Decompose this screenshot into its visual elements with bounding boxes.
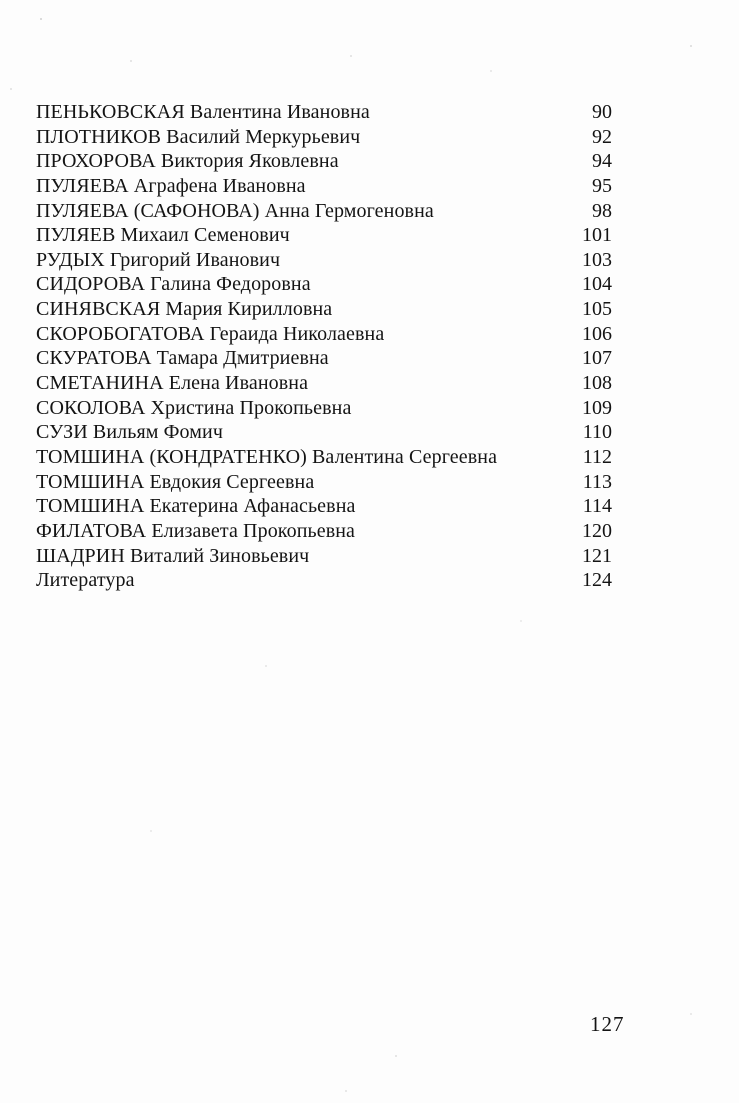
toc-entry: СУЗИ Вильям Фомич 110 (36, 421, 612, 446)
toc-entry: ПУЛЯЕВА Аграфена Ивановна 95 (36, 175, 612, 200)
toc-list: ПЕНЬКОВСКАЯ Валентина Ивановна 90 ПЛОТНИ… (36, 101, 612, 594)
toc-entry-name: ПУЛЯЕВ Михаил Семенович (36, 224, 290, 247)
toc-entry: СКУРАТОВА Тамара Дмитриевна 107 (36, 347, 612, 372)
toc-entry: ШАДРИН Виталий Зиновьевич 121 (36, 545, 612, 570)
toc-entry-name: ТОМШИНА Евдокия Сергеевна (36, 470, 315, 493)
toc-entry: ПУЛЯЕВА (САФОНОВА) Анна Гермогеновна 98 (36, 200, 612, 225)
toc-entry: Литература 124 (36, 569, 612, 594)
toc-entry: СИДОРОВА Галина Федоровна 104 (36, 273, 612, 298)
toc-entry-page: 108 (582, 372, 612, 395)
toc-entry-name: ПЕНЬКОВСКАЯ Валентина Ивановна (36, 101, 370, 123)
toc-entry: СИНЯВСКАЯ Мария Кирилловна 105 (36, 298, 612, 323)
toc-entry-page: 95 (592, 174, 612, 197)
toc-entry-page: 110 (582, 421, 612, 444)
toc-entry-name: СУЗИ Вильям Фомич (36, 421, 223, 444)
toc-entry-name: СИНЯВСКАЯ Мария Кирилловна (36, 298, 333, 321)
toc-entry: ТОМШИНА Екатерина Афанасьевна 114 (36, 495, 612, 520)
scan-noise (0, 0, 2, 2)
toc-entry-page: 105 (582, 298, 612, 321)
toc-entry: ПУЛЯЕВ Михаил Семенович 101 (36, 224, 612, 249)
toc-entry-page: 109 (582, 396, 612, 419)
toc-entry-page: 98 (592, 199, 612, 222)
toc-entry-name: ПУЛЯЕВА (САФОНОВА) Анна Гермогеновна (36, 199, 434, 222)
toc-entry: ПРОХОРОВА Виктория Яковлевна 94 (36, 150, 612, 175)
toc-entry-name: ПУЛЯЕВА Аграфена Ивановна (36, 174, 306, 197)
toc-entry-name: СКУРАТОВА Тамара Дмитриевна (36, 347, 329, 370)
toc-entry-page: 104 (582, 273, 612, 296)
toc-entry-page: 94 (592, 150, 612, 173)
toc-entry-page: 112 (582, 445, 612, 468)
toc-entry-page: 124 (582, 569, 612, 592)
toc-entry: ТОМШИНА (КОНДРАТЕНКО) Валентина Сергеевн… (36, 446, 612, 471)
toc-entry: ТОМШИНА Евдокия Сергеевна 113 (36, 471, 612, 496)
toc-entry: ПЛОТНИКОВ Василий Меркурьевич 92 (36, 126, 612, 151)
toc-entry-page: 107 (582, 347, 612, 370)
toc-entry-page: 101 (582, 224, 612, 247)
toc-entry: СКОРОБОГАТОВА Гераида Николаевна 106 (36, 323, 612, 348)
toc-entry-name: СМЕТАНИНА Елена Ивановна (36, 372, 309, 395)
toc-entry-name: ПЛОТНИКОВ Василий Меркурьевич (36, 125, 361, 148)
toc-entry-page: 120 (582, 519, 612, 542)
toc-entry: ПЕНЬКОВСКАЯ Валентина Ивановна 90 (36, 101, 612, 126)
toc-entry: СМЕТАНИНА Елена Ивановна 108 (36, 372, 612, 397)
toc-entry-page: 106 (582, 322, 612, 345)
page-number: 127 (590, 1012, 625, 1036)
toc-entry-page: 103 (582, 248, 612, 271)
toc-entry-page: 114 (582, 495, 612, 518)
toc-entry-name: ТОМШИНА Екатерина Афанасьевна (36, 495, 356, 518)
toc-entry: РУДЫХ Григорий Иванович 103 (36, 249, 612, 274)
toc-entry-name: СОКОЛОВА Христина Прокопьевна (36, 396, 352, 419)
toc-entry-page: 92 (592, 125, 612, 148)
toc-entry-name: ПРОХОРОВА Виктория Яковлевна (36, 150, 339, 173)
toc-entry-page: 113 (582, 470, 612, 493)
toc-entry-name: ШАДРИН Виталий Зиновьевич (36, 544, 310, 567)
toc-entry-name: СИДОРОВА Галина Федоровна (36, 273, 311, 296)
toc-entry-page: 121 (582, 544, 612, 567)
toc-entry-name: СКОРОБОГАТОВА Гераида Николаевна (36, 322, 385, 345)
toc-entry-name: ФИЛАТОВА Елизавета Прокопьевна (36, 519, 356, 542)
toc-entry-name: ТОМШИНА (КОНДРАТЕНКО) Валентина Сергеевн… (36, 445, 498, 468)
toc-entry-name: РУДЫХ Григорий Иванович (36, 248, 281, 271)
toc-entry: ФИЛАТОВА Елизавета Прокопьевна 120 (36, 520, 612, 545)
toc-entry: СОКОЛОВА Христина Прокопьевна 109 (36, 397, 612, 422)
toc-entry-page: 90 (592, 101, 612, 123)
toc-entry-name: Литература (36, 569, 135, 592)
